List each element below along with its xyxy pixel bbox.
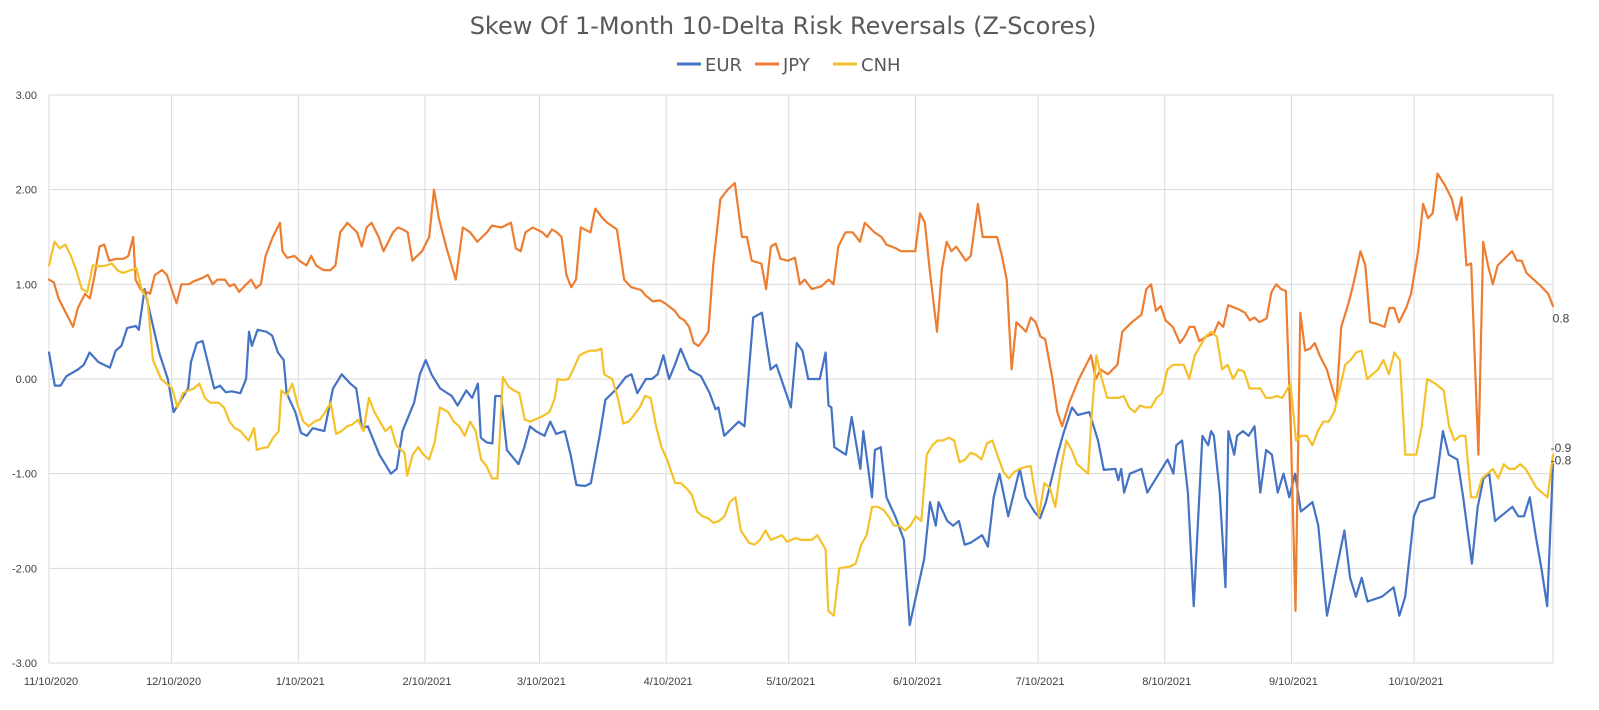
series-line-cnh: [47, 240, 1555, 617]
y-tick-label: 0.00: [16, 374, 37, 386]
y-tick-label: 1.00: [16, 279, 37, 291]
end-labels: 0.8 -0.9-0.8: [1551, 311, 1572, 467]
legend-label-jpy: JPY: [782, 55, 811, 76]
series-layer: [47, 172, 1555, 627]
y-tick-label: -2.00: [12, 563, 37, 575]
x-tick-label: 8/10/2021: [1142, 676, 1191, 688]
y-tick-label: 3.00: [16, 90, 37, 102]
x-tick-label: 10/10/2021: [1389, 676, 1444, 688]
x-tick-label: 12/10/2020: [146, 676, 201, 688]
series-line-eur: [47, 288, 1555, 627]
legend-label-cnh: CNH: [861, 55, 901, 76]
x-tick-label: 6/10/2021: [893, 676, 942, 688]
legend: EUR JPY CNH: [677, 55, 901, 76]
x-tick-label: 5/10/2021: [766, 676, 815, 688]
end-label-jpy: 0.8: [1553, 311, 1570, 325]
x-tick-label: 4/10/2021: [644, 676, 693, 688]
axis-labels: 3.00 2.00 1.00 0.00 -1.00 -2.00 -3.00 11/10/202…: [12, 90, 1444, 688]
gridlines: [48, 94, 1554, 664]
end-label-eur: -0.9: [1551, 441, 1572, 455]
end-label-cnh: -0.8: [1551, 454, 1572, 468]
chart-title: Skew Of 1-Month 10-Delta Risk Reversals …: [470, 12, 1097, 40]
y-tick-label: -1.00: [12, 469, 37, 481]
y-tick-label: -3.00: [12, 658, 37, 670]
x-tick-label: 11/10/2020: [24, 676, 78, 688]
x-tick-label: 7/10/2021: [1016, 676, 1065, 688]
x-tick-label: 2/10/2021: [403, 676, 452, 688]
series-line-jpy: [47, 172, 1555, 612]
x-tick-label: 1/10/2021: [276, 676, 325, 688]
x-tick-label: 3/10/2021: [517, 676, 566, 688]
y-tick-label: 2.00: [16, 185, 37, 197]
x-tick-label: 9/10/2021: [1269, 676, 1318, 688]
legend-label-eur: EUR: [705, 55, 742, 76]
